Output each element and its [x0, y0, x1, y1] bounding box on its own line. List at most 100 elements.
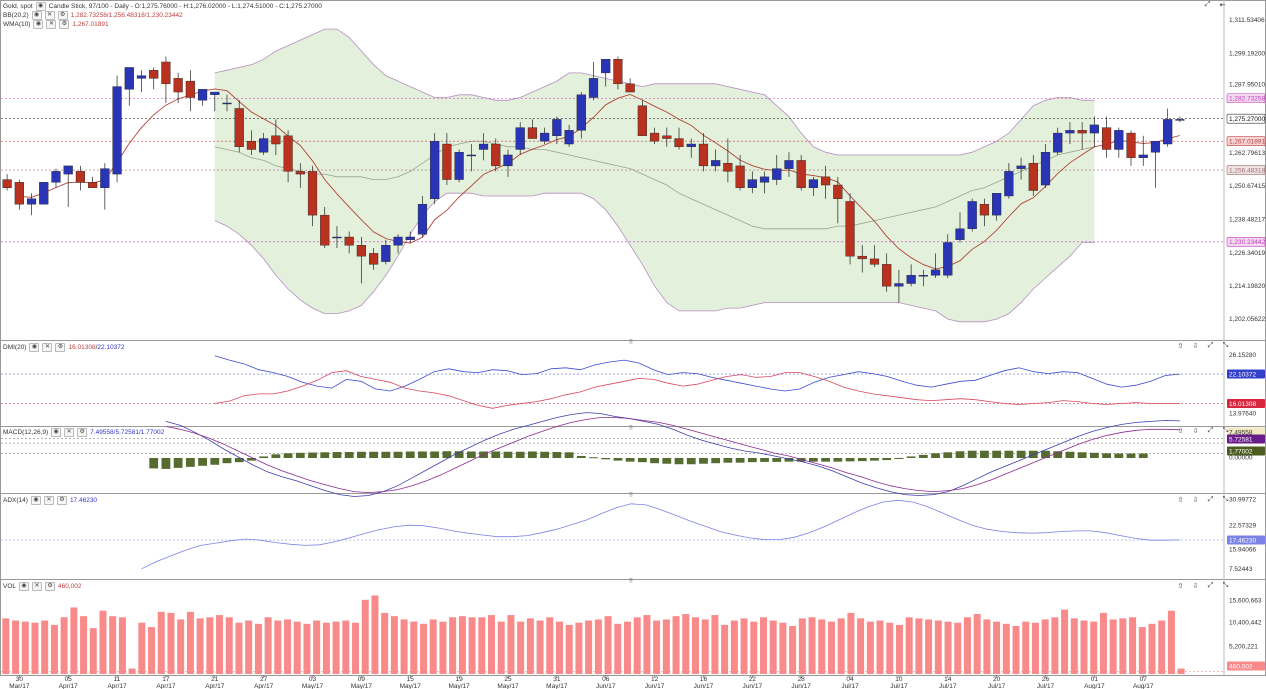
macd-histogram-bar	[870, 458, 879, 461]
close-icon[interactable]: ✕	[42, 343, 53, 352]
maximize-icon[interactable]: ⤢	[1207, 342, 1214, 349]
date-tick-month: Aug/17	[1084, 683, 1105, 689]
move-up-icon[interactable]: ⇧	[1177, 583, 1184, 590]
macd-histogram-bar	[1126, 453, 1136, 458]
macd-pane-controls: ⇧ ⇩ ⤢ ⤡	[1176, 427, 1230, 435]
price-tick-label: 1,262.79613	[1229, 150, 1266, 157]
volume-bar	[167, 612, 175, 674]
volume-bar	[1158, 620, 1166, 674]
date-tick-day: 07	[1140, 676, 1148, 683]
volume-bar	[293, 621, 301, 674]
volume-bar	[1061, 609, 1069, 674]
pane-splitter-icon: ⠿	[629, 578, 633, 585]
candle-body	[381, 245, 391, 262]
macd-histogram-bar	[454, 451, 464, 458]
maximize-icon[interactable]: ⤢	[1207, 496, 1214, 503]
bb-label: BB(20,2)	[3, 12, 29, 19]
candle-body	[136, 75, 147, 79]
dmi-tick-label: 26.15280	[1229, 352, 1256, 359]
date-tick-month: Apr/17	[156, 683, 176, 689]
collapse-icon[interactable]: ⇤	[1219, 2, 1226, 9]
candle-body	[149, 69, 159, 79]
candle-body	[1028, 162, 1038, 191]
macd-histogram-bar	[589, 457, 598, 459]
macd-histogram-bar	[808, 458, 818, 462]
candle-body	[503, 154, 513, 167]
volume-bar	[1070, 618, 1078, 674]
macd-histogram-bar	[332, 452, 342, 458]
move-up-icon[interactable]: ⇧	[1177, 343, 1184, 350]
move-down-icon[interactable]: ⇩	[1192, 343, 1199, 350]
candle-body	[930, 269, 941, 276]
volume-bar	[798, 618, 806, 674]
macd-histogram-bar	[405, 451, 415, 458]
eye-icon[interactable]: ◉	[35, 2, 46, 11]
candle-body	[943, 242, 953, 276]
close-icon[interactable]: ✕	[43, 496, 54, 505]
macd-histogram-bar	[320, 452, 330, 458]
date-tick-month: Apr/17	[205, 683, 225, 689]
maximize-icon[interactable]: ⤢	[1207, 427, 1214, 434]
gear-icon[interactable]: ⚙	[57, 11, 68, 20]
maximize-icon[interactable]: ⤢	[1204, 1, 1211, 8]
move-down-icon[interactable]: ⇩	[1192, 497, 1199, 504]
gear-icon[interactable]: ⚙	[55, 343, 66, 352]
series-description: Candle Stick, 97/100 - Daily - O:1,275.7…	[48, 3, 322, 10]
volume-bar	[1002, 623, 1010, 674]
macd-histogram-bar	[173, 458, 183, 468]
adx-label-box	[1227, 535, 1265, 545]
price-tick-label: 1,238.48217	[1229, 217, 1266, 224]
eye-icon[interactable]: ◉	[31, 11, 42, 20]
candle-body	[478, 143, 489, 150]
eye-icon[interactable]: ◉	[30, 496, 41, 505]
close-icon[interactable]: ✕	[46, 20, 57, 29]
macd-histogram-bar	[418, 451, 427, 458]
date-tick-month: Jul/17	[841, 683, 859, 689]
macd-histogram-bar	[943, 452, 953, 458]
macd-histogram-bar	[992, 450, 1002, 458]
expand-icon[interactable]: ⤡	[1222, 342, 1229, 349]
candle-body	[625, 83, 635, 93]
gear-icon[interactable]: ⚙	[56, 496, 67, 505]
volume-bar	[633, 617, 641, 674]
candle-body	[185, 80, 195, 98]
candle-body	[344, 236, 354, 246]
candle-body	[1150, 141, 1161, 153]
eye-icon[interactable]: ◉	[33, 20, 44, 29]
move-down-icon[interactable]: ⇩	[1192, 583, 1199, 590]
volume-bar	[449, 617, 457, 674]
volume-bar	[944, 621, 952, 674]
price-tick-label: 1,256.48318	[1229, 167, 1266, 174]
move-up-icon[interactable]: ⇧	[1177, 428, 1184, 435]
volume-bar	[478, 617, 486, 674]
expand-icon[interactable]: ⤡	[1222, 496, 1229, 503]
macd-histogram-bar	[198, 458, 207, 466]
eye-icon[interactable]: ◉	[19, 582, 30, 591]
volume-bar	[1090, 621, 1098, 674]
gear-icon[interactable]: ⚙	[45, 582, 56, 591]
gear-icon[interactable]: ⚙	[77, 428, 88, 437]
expand-icon[interactable]: ⤡	[1222, 582, 1229, 589]
date-tick-month: May/17	[497, 683, 519, 689]
close-icon[interactable]: ✕	[64, 428, 75, 437]
date-tick-day: 28	[798, 676, 806, 683]
macd-histogram-bar	[772, 458, 782, 462]
dmi-pos-label-box	[1227, 369, 1265, 379]
date-tick-month: Aug/17	[1133, 683, 1154, 689]
expand-icon[interactable]: ⤡	[1222, 427, 1229, 434]
close-icon[interactable]: ✕	[44, 11, 55, 20]
macd-histogram-bar	[1138, 453, 1148, 458]
volume-bar	[711, 615, 719, 674]
move-down-icon[interactable]: ⇩	[1192, 428, 1199, 435]
adx-line	[141, 499, 1180, 570]
volume-bar	[400, 619, 408, 674]
eye-icon[interactable]: ◉	[51, 428, 62, 437]
eye-icon[interactable]: ◉	[29, 343, 40, 352]
gear-icon[interactable]: ⚙	[59, 20, 70, 29]
maximize-icon[interactable]: ⤢	[1207, 582, 1214, 589]
candle-body	[1004, 171, 1014, 197]
move-up-icon[interactable]: ⇧	[1177, 497, 1184, 504]
candle-body	[759, 176, 770, 183]
close-icon[interactable]: ✕	[32, 582, 43, 591]
